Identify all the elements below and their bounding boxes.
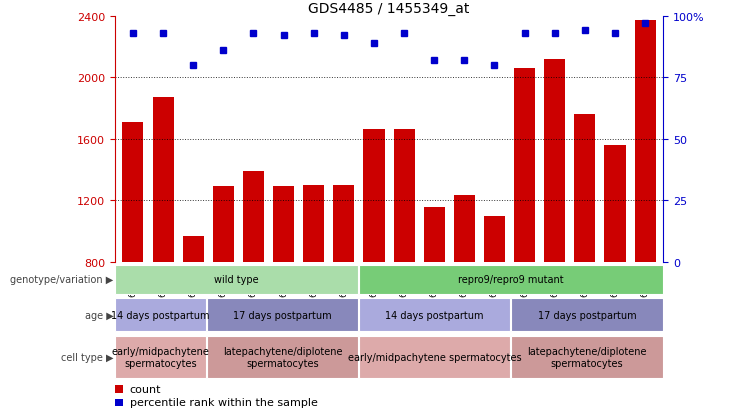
Text: 17 days postpartum: 17 days postpartum [233,310,332,320]
Bar [363,130,385,262]
Bar [511,299,662,331]
Text: percentile rank within the sample: percentile rank within the sample [130,397,318,407]
Text: wild type: wild type [214,275,259,285]
Text: early/midpachytene spermatocytes: early/midpachytene spermatocytes [348,352,522,362]
Bar [207,336,358,378]
Bar [424,208,445,262]
Bar [453,195,475,262]
Bar [213,187,234,262]
Title: GDS4485 / 1455349_at: GDS4485 / 1455349_at [308,2,470,16]
Bar [182,236,204,262]
Bar [359,299,511,331]
Bar [333,185,354,262]
Bar [514,69,535,262]
Bar [116,299,206,331]
Text: age ▶: age ▶ [84,310,113,320]
Text: 17 days postpartum: 17 days postpartum [538,310,637,320]
Bar [243,172,264,262]
Bar [115,385,123,393]
Text: repro9/repro9 mutant: repro9/repro9 mutant [458,275,564,285]
Bar [544,59,565,262]
Bar [303,185,325,262]
Bar [634,21,656,262]
Bar [359,266,662,294]
Bar [511,336,662,378]
Text: latepachytene/diplotene
spermatocytes: latepachytene/diplotene spermatocytes [222,347,342,368]
Bar [484,216,505,262]
Text: 14 days postpartum: 14 days postpartum [111,310,210,320]
Text: genotype/variation ▶: genotype/variation ▶ [10,275,113,285]
Text: 14 days postpartum: 14 days postpartum [385,310,484,320]
Bar [115,399,123,406]
Text: cell type ▶: cell type ▶ [61,352,113,362]
Bar [116,336,206,378]
Bar [393,130,415,262]
Bar [605,145,625,262]
Text: latepachytene/diplotene
spermatocytes: latepachytene/diplotene spermatocytes [528,347,647,368]
Bar [122,123,144,262]
Text: early/midpachytene
spermatocytes: early/midpachytene spermatocytes [112,347,210,368]
Bar [273,187,294,262]
Bar [359,336,511,378]
Bar [207,299,358,331]
Bar [116,266,358,294]
Bar [574,115,596,262]
Text: count: count [130,384,161,394]
Bar [153,98,173,262]
